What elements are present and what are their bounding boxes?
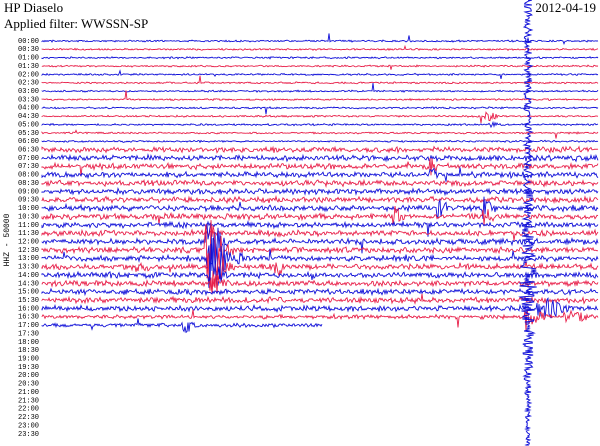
trace [41,196,599,220]
time-label: 11:00 [18,222,39,230]
traces [41,0,599,446]
time-label: 00:30 [18,46,39,54]
time-label: 08:30 [18,180,39,188]
time-label: 09:30 [18,197,39,205]
time-label: 10:30 [18,213,39,221]
trace [41,297,599,319]
time-label: 12:00 [18,238,39,246]
time-label: 23:00 [18,422,39,430]
trace [41,69,599,79]
trace [41,145,599,155]
trace [41,111,599,124]
trace [41,157,599,177]
time-label: 02:30 [18,80,39,88]
time-label: 12:30 [18,247,39,255]
trace [41,293,599,305]
time-label: 16:00 [18,305,39,313]
trace [41,309,599,332]
trace [41,153,599,163]
trace [41,64,599,70]
trace [41,82,599,93]
time-label: 18:30 [18,347,39,355]
time-label: 21:00 [18,389,39,397]
time-label: 07:30 [18,163,39,171]
trace [41,220,599,279]
time-label: 13:00 [18,255,39,263]
time-label: 15:00 [18,289,39,297]
filter-label: Applied filter: WWSSN-SP [4,16,148,31]
large-event [518,0,538,446]
time-label: 20:30 [18,381,39,389]
time-label: 01:30 [18,63,39,71]
trace [41,194,599,205]
time-label: 00:00 [18,38,39,46]
trace [41,129,599,139]
trace [41,139,599,144]
time-label: 21:30 [18,397,39,405]
time-label: 02:00 [18,71,39,79]
trace [41,206,599,225]
time-label: 15:30 [18,297,39,305]
axis-label: HHZ - 50000 [3,213,12,266]
time-label: 08:00 [18,172,39,180]
trace [41,228,599,241]
trace [41,275,599,295]
time-label: 16:30 [18,314,39,322]
trace [41,33,599,46]
trace [41,56,599,60]
time-label: 19:00 [18,356,39,364]
trace [41,106,599,115]
time-label: 20:00 [18,372,39,380]
time-label: 09:00 [18,188,39,196]
time-label: 14:00 [18,272,39,280]
trace [41,90,599,102]
time-label: 05:30 [18,130,39,138]
time-label: 10:00 [18,205,39,213]
time-label: 14:30 [18,280,39,288]
trace [41,318,323,334]
time-label: 19:30 [18,364,39,372]
time-label: 07:00 [18,155,39,163]
time-label: 03:30 [18,96,39,104]
trace [41,167,599,182]
trace [41,252,599,292]
trace [41,287,599,297]
date: 2012-04-19 [535,0,596,15]
station-name: HP Diaselo [4,0,63,15]
trace [41,237,599,285]
time-label: 05:00 [18,121,39,129]
trace [41,261,599,288]
time-label: 13:30 [18,264,39,272]
time-label: 22:30 [18,414,39,422]
time-label: 06:30 [18,147,39,155]
trace [41,178,599,189]
trace [41,220,599,237]
time-label: 01:00 [18,55,39,63]
trace [41,75,599,85]
time-label: 03:00 [18,88,39,96]
trace [41,186,599,197]
time-label: 18:00 [18,339,39,347]
time-label: 11:30 [18,230,39,238]
time-label: 17:00 [18,322,39,330]
time-label: 23:30 [18,431,39,439]
trace [41,223,599,264]
time-label: 04:30 [18,113,39,121]
time-label: 04:00 [18,105,39,113]
time-label: 22:00 [18,406,39,414]
trace [41,44,599,52]
time-label: 17:30 [18,330,39,338]
trace [41,120,599,129]
time-label: 06:00 [18,138,39,146]
